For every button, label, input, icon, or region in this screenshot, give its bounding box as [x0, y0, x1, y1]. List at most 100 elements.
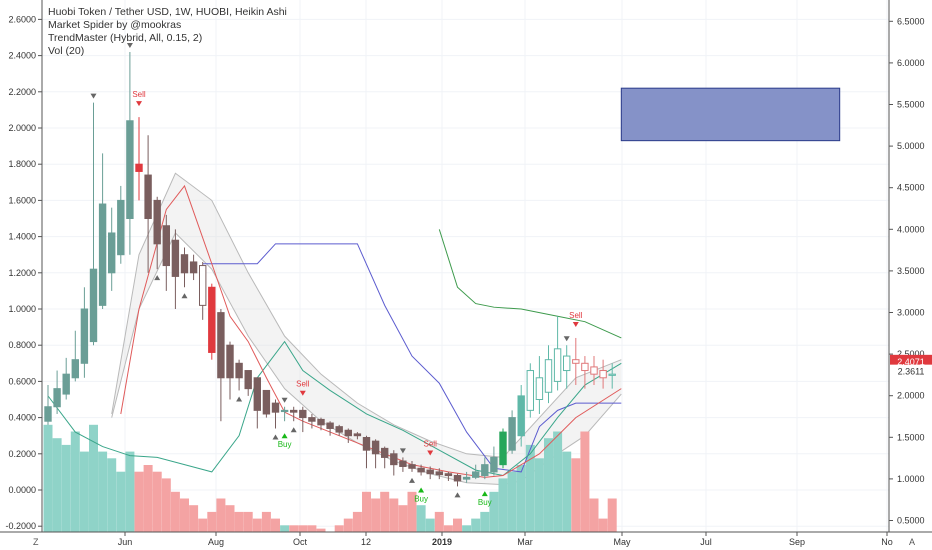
volume-bar	[598, 518, 608, 532]
volume-bar	[498, 478, 508, 532]
volume-bar	[161, 478, 171, 532]
volume-bar	[79, 451, 89, 532]
candle-body	[53, 388, 61, 408]
volume-bar	[70, 431, 80, 532]
sell-arrow	[299, 390, 306, 396]
corner-left-label[interactable]: Z	[33, 537, 39, 547]
pivot-up-marker	[181, 293, 188, 299]
volume-bar	[480, 511, 490, 532]
volume-bar	[61, 444, 71, 532]
highlight-rectangle[interactable]	[620, 87, 841, 142]
volume-bar	[225, 505, 235, 532]
volume-bar	[207, 511, 217, 532]
left-tick-label: -0.2000	[5, 521, 36, 531]
candle-body	[381, 447, 389, 458]
candle-body	[217, 312, 225, 379]
candle-body	[444, 473, 453, 477]
candle-body	[117, 199, 125, 256]
candle-body	[481, 464, 489, 477]
right-tick-label: 6.0000	[897, 58, 925, 68]
pivot-up-marker	[454, 492, 461, 498]
x-tick-label: Jun	[118, 537, 133, 547]
candle-body	[462, 476, 471, 480]
candle-body	[490, 456, 498, 473]
left-tick-label: 1.6000	[8, 195, 36, 205]
candle-body	[71, 359, 79, 379]
price-badge-current-text: 2.4071	[897, 357, 925, 367]
buy-signal-label: Buy	[414, 495, 428, 504]
legend-line-trendmaster[interactable]: TrendMaster (Hybrid, All, 0.15, 2)	[48, 32, 203, 44]
volume-bar	[125, 451, 135, 532]
volume-bar	[553, 431, 563, 532]
candle-body	[226, 344, 234, 379]
volume-bar	[143, 465, 153, 532]
candle-body	[189, 261, 198, 274]
candle-body	[390, 453, 398, 466]
volume-bar	[416, 505, 426, 532]
right-tick-label: 4.5000	[897, 183, 925, 193]
volume-bar	[425, 518, 435, 532]
left-tick-label: 2.0000	[8, 123, 36, 133]
candle-body	[508, 417, 516, 451]
volume-bar	[607, 498, 617, 532]
x-tick-label: Sep	[789, 537, 805, 547]
candle-body	[572, 359, 580, 364]
legend-line-symbol[interactable]: Huobi Token / Tether USD, 1W, HUOBI, Hei…	[48, 6, 287, 18]
candle-body	[262, 389, 271, 415]
candle-body	[299, 409, 307, 419]
candle-body	[344, 429, 353, 437]
volume-bar	[562, 451, 572, 532]
right-tick-label: 4.0000	[897, 224, 925, 234]
candle-body	[271, 402, 280, 413]
candle-body	[581, 362, 589, 372]
volume-bar	[134, 471, 144, 532]
pivot-up-marker	[154, 275, 161, 281]
candle-body	[308, 417, 316, 422]
right-tick-label: 5.5000	[897, 100, 925, 110]
left-tick-label: 0.4000	[8, 413, 36, 423]
candle-body	[535, 377, 544, 400]
x-tick-label: May	[613, 537, 631, 547]
pivot-up-marker	[236, 396, 243, 402]
volume-bar	[507, 471, 517, 532]
buy-arrow	[481, 491, 488, 497]
candle-body	[44, 406, 52, 422]
legend-line-market-spider[interactable]: Market Spider by @mookras	[48, 19, 182, 31]
sell-signal-label: Sell	[132, 90, 146, 99]
candle-body	[162, 225, 171, 267]
volume-bar	[98, 451, 108, 532]
blue-line	[202, 243, 622, 473]
x-tick-label: 2019	[432, 537, 452, 547]
candle-body	[472, 471, 480, 478]
candle-body	[517, 395, 525, 437]
volume-bar	[152, 471, 162, 532]
left-tick-label: 0.2000	[8, 449, 36, 459]
pivot-up-marker	[290, 427, 297, 433]
right-tick-label: 3.5000	[897, 266, 925, 276]
pivot-down-marker	[399, 448, 406, 454]
candle-body	[362, 437, 371, 451]
grid-lines	[42, 0, 889, 532]
x-tick-label: 12	[361, 537, 371, 547]
right-tick-label: 5.0000	[897, 141, 925, 151]
volume-bar	[580, 431, 590, 532]
left-tick-label: 1.8000	[8, 159, 36, 169]
volume-bar	[170, 491, 180, 532]
candle-body	[499, 431, 507, 466]
price-badge-second	[890, 364, 932, 378]
candle-body	[435, 471, 444, 476]
volume-bar	[544, 438, 553, 532]
price-badge-second-text: 2.3611	[898, 367, 925, 377]
left-tick-label: 0.6000	[8, 376, 36, 386]
sell-arrow	[572, 321, 579, 327]
left-tick-label: 0.0000	[8, 485, 36, 495]
candle-body	[98, 203, 107, 306]
candle-body	[80, 308, 89, 364]
volume-bar	[107, 458, 117, 532]
highlight-box	[620, 87, 841, 142]
corner-right-label[interactable]: A	[909, 537, 916, 547]
volume-bar	[234, 511, 244, 532]
legend-line-volume[interactable]: Vol (20)	[48, 45, 85, 57]
candle-body	[453, 475, 462, 482]
